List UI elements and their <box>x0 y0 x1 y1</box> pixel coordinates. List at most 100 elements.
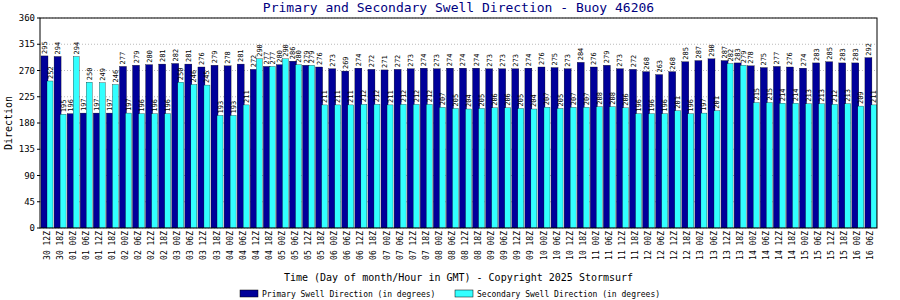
data-label: 204 <box>530 94 538 107</box>
x-tick-label: 09 06Z <box>500 231 509 260</box>
bar <box>73 57 79 229</box>
data-label: 207 <box>439 93 447 106</box>
x-axis-label: Time (Day of month/Hour in GMT) - Copyri… <box>284 272 633 283</box>
x-tick-label: 11 12Z <box>618 231 627 260</box>
x-tick-label: 12 06Z <box>657 231 666 260</box>
data-label: 208 <box>609 92 617 105</box>
bar <box>832 104 838 228</box>
x-tick-label: 01 18Z <box>108 231 117 260</box>
y-tick-label: 360 <box>19 13 35 23</box>
data-label: 205 <box>517 94 525 107</box>
bar <box>792 103 798 228</box>
x-tick-label: 15 06Z <box>814 231 823 260</box>
data-label: 245 <box>203 70 211 83</box>
x-tick-label: 09 18Z <box>526 231 535 260</box>
x-tick-label: 03 00Z <box>173 231 182 260</box>
data-label: 277 <box>269 52 277 65</box>
data-label: 274 <box>420 54 428 67</box>
data-label: 268 <box>669 57 677 70</box>
x-tick-label: 16 00Z <box>853 231 862 260</box>
data-label: 208 <box>596 92 604 105</box>
data-label: 246 <box>112 70 120 83</box>
x-tick-label: 08 06Z <box>448 231 457 260</box>
bar <box>479 108 485 228</box>
data-label: 209 <box>857 91 865 104</box>
legend-swatch <box>240 290 258 297</box>
data-label: 282 <box>172 49 180 62</box>
data-label: 211 <box>347 90 355 103</box>
data-label: 215 <box>766 88 774 101</box>
bar <box>701 113 707 228</box>
bar <box>492 108 498 228</box>
x-tick-label: 11 06Z <box>605 231 614 260</box>
data-label: 275 <box>760 53 768 66</box>
data-label: 269 <box>342 56 350 69</box>
x-tick-label: 15 18Z <box>840 231 849 260</box>
background <box>0 0 900 300</box>
data-label: 250 <box>86 68 94 81</box>
data-label: 211 <box>387 90 395 103</box>
bar <box>858 106 864 228</box>
data-label: 212 <box>373 90 381 103</box>
data-label: 196 <box>635 99 643 112</box>
data-label: 206 <box>622 93 630 106</box>
data-label: 271 <box>381 55 389 68</box>
data-label: 212 <box>400 90 408 103</box>
bar <box>152 114 158 228</box>
bar <box>400 104 406 228</box>
x-tick-label: 05 06Z <box>291 231 300 260</box>
data-label: 206 <box>504 93 512 106</box>
x-tick-label: 03 12Z <box>199 231 208 260</box>
x-tick-label: 13 12Z <box>723 231 732 260</box>
x-tick-label: 08 18Z <box>474 231 483 260</box>
x-tick-label: 05 00Z <box>278 231 287 260</box>
x-tick-label: 02 12Z <box>147 231 156 260</box>
bar <box>125 113 131 228</box>
data-label: 193 <box>217 101 225 114</box>
x-tick-label: 01 12Z <box>95 231 104 260</box>
grid-line <box>40 44 877 45</box>
data-label: 276 <box>198 52 206 65</box>
data-label: 211 <box>321 90 329 103</box>
x-tick-label: 13 18Z <box>736 231 745 260</box>
x-tick-label: 02 00Z <box>121 231 130 260</box>
data-label: 273 <box>329 54 337 67</box>
data-label: 196 <box>138 99 146 112</box>
x-tick-label: 04 06Z <box>239 231 248 260</box>
data-label: 274 <box>355 54 363 67</box>
bar <box>282 59 288 228</box>
bar <box>662 114 668 228</box>
x-tick-label: 07 00Z <box>383 231 392 260</box>
data-label: 279 <box>603 51 611 64</box>
bar <box>466 109 472 228</box>
x-tick-label: 01 06Z <box>82 231 91 260</box>
x-tick-label: 10 00Z <box>540 231 549 260</box>
data-label: 205 <box>452 94 460 107</box>
x-tick-label: 14 12Z <box>775 231 784 260</box>
data-label: 290 <box>708 44 716 57</box>
data-label: 274 <box>460 54 468 67</box>
data-label: 212 <box>413 90 421 103</box>
x-tick-label: 04 18Z <box>265 231 274 260</box>
data-label: 197 <box>700 98 708 111</box>
bar <box>766 103 772 228</box>
bars <box>41 56 877 228</box>
bar <box>322 105 328 228</box>
bar <box>727 64 733 229</box>
bar <box>217 115 223 228</box>
data-label: 195 <box>60 100 68 113</box>
data-label: 276 <box>538 52 546 65</box>
bar <box>178 82 184 228</box>
data-label: 204 <box>465 94 473 107</box>
bar <box>309 65 315 228</box>
data-label: 212 <box>426 90 434 103</box>
data-label: 275 <box>551 53 559 66</box>
bar <box>753 103 759 228</box>
bar <box>609 107 615 228</box>
bar <box>570 107 576 228</box>
x-tick-label: 01 00Z <box>69 231 78 260</box>
data-label: 196 <box>164 99 172 112</box>
data-label: 279 <box>308 51 316 64</box>
x-tick-label: 05 12Z <box>304 231 313 260</box>
data-label: 277 <box>773 52 781 65</box>
